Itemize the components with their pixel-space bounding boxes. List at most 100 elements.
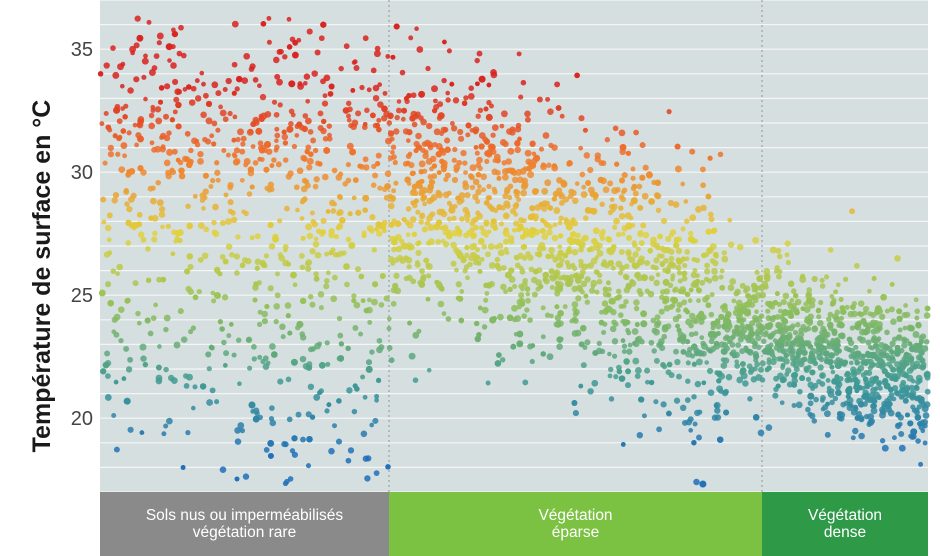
data-point [369,228,375,234]
data-point [807,400,814,407]
data-point [740,330,746,336]
data-point [806,364,812,370]
data-point [705,302,712,309]
data-point [562,304,568,310]
data-point [666,109,672,115]
data-point [699,166,706,173]
data-point [184,268,191,275]
data-point [231,61,238,68]
data-point [895,412,901,418]
data-point [740,372,748,380]
data-point [786,331,793,338]
data-point [853,381,860,388]
data-point [320,21,327,28]
data-point [681,275,688,282]
data-point [746,298,753,304]
data-point [835,389,842,397]
data-point [827,247,834,253]
data-point [219,466,227,473]
data-point [477,268,483,275]
data-point [520,189,527,197]
data-point [494,157,501,164]
data-point [679,404,687,412]
data-point [557,249,564,256]
data-point [103,251,111,258]
data-point [133,76,140,83]
data-point [308,294,314,300]
data-point [506,314,514,322]
data-point [205,117,213,125]
data-point [126,205,133,213]
data-point [808,412,816,420]
data-point [653,257,660,264]
data-point [729,351,735,357]
data-point [896,366,902,372]
data-point [579,171,586,178]
data-point [160,224,165,230]
data-point [835,342,841,348]
data-point [473,224,479,231]
data-point [555,105,562,111]
data-point [215,90,222,97]
data-point [469,184,476,191]
data-point [485,195,492,201]
data-point [395,245,403,253]
data-point [540,162,546,168]
data-point [640,222,647,229]
data-point [613,217,620,225]
data-point [596,278,603,285]
data-point [399,69,406,76]
data-point [558,215,564,221]
data-point [889,340,896,347]
data-point [484,290,490,296]
data-point [589,191,596,198]
data-point [886,400,893,408]
data-point [464,192,471,199]
data-point [391,238,398,246]
data-point [218,104,223,110]
data-point [426,141,434,148]
data-point [97,71,104,77]
data-point [163,159,171,167]
data-point [322,173,329,181]
data-point [345,100,352,107]
data-point [474,150,480,156]
data-point [736,243,744,251]
data-point [743,345,749,351]
data-point [263,253,270,259]
data-point [121,376,127,381]
data-point [135,310,141,317]
data-point [659,245,666,252]
data-point [844,304,850,310]
data-point [754,269,760,275]
data-point [362,394,368,400]
data-point [775,321,783,329]
data-point [665,369,672,376]
data-point [704,268,711,275]
data-point [524,110,531,118]
data-point [282,157,289,163]
data-point [663,257,669,264]
data-point [807,392,815,400]
data-point [681,271,687,277]
data-point [712,260,719,267]
data-point [280,334,286,340]
data-point [190,85,197,92]
data-point [233,158,241,165]
data-point [660,289,666,295]
data-point [591,238,598,244]
data-point [483,297,489,303]
data-point [890,318,897,326]
data-point [849,325,856,331]
data-point [691,361,697,367]
data-point [867,396,874,404]
data-point [362,156,369,163]
data-point [826,389,832,395]
data-point [393,272,400,279]
data-point [845,370,851,377]
data-point [647,248,654,254]
data-point [192,384,198,390]
data-point [831,328,838,335]
data-point [477,184,482,189]
data-point [674,358,681,366]
